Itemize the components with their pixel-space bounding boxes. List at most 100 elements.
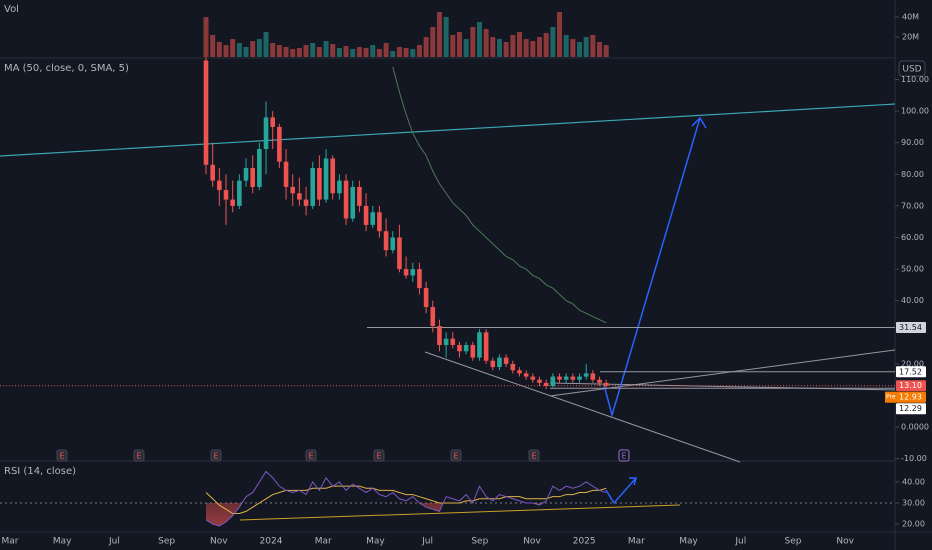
volume-bar [250,41,256,57]
y-tick-label: 80.00 [901,170,924,179]
candle-body [557,376,562,380]
candle-body [343,180,349,219]
volume-bar [256,39,262,57]
y-tick-label: 90.00 [901,138,924,147]
rsi-label: RSI (14, close) [4,466,76,477]
volume-bar [390,51,396,57]
price-label-box [896,403,926,415]
y-tick-label: 30.00 [902,498,925,507]
volume-bar [463,39,469,57]
candle-body [523,373,529,377]
candle-body [430,307,436,326]
candle-body [463,344,469,352]
y-tick-label: 100.00 [901,107,929,116]
candle-body [237,180,242,206]
x-tick-label: Jul [421,537,433,547]
y-tick-label: 0.0000 [901,423,929,432]
rsi-ma-line [205,485,607,515]
volume-bar [203,17,209,57]
earnings-label: E [453,452,458,461]
y-tick-label: 110.00 [901,75,929,84]
volume-bar [443,17,449,57]
candle-body [243,167,249,181]
volume-bar [410,49,416,57]
candle-body [310,167,316,206]
candle-body [297,193,302,200]
x-tick-label: Jul [108,537,120,547]
candle-body [370,212,376,225]
volume-bar [543,33,549,57]
x-tick-label: Mar [315,537,332,547]
candle-body [577,376,582,380]
price-label-box [896,380,926,392]
candle-body [443,338,449,345]
volume-bar [416,45,422,57]
candle-body [350,186,356,219]
candle-body [303,199,309,206]
candle-body [330,158,336,194]
volume-bar [243,47,249,57]
candle-body [363,205,369,225]
earnings-label: E [621,452,626,461]
volume-bar [550,27,556,57]
price-label: 12.29 [899,404,922,413]
volume-bar [590,35,596,57]
candle-body [497,357,502,368]
x-tick-label: May [53,537,72,547]
earnings-marker [528,449,540,462]
y-tick-label: -10.00 [901,454,927,463]
y-tick-label: 20.00 [902,520,925,529]
rsi-line [205,470,607,527]
volume-bar [456,32,462,57]
volume-bar [383,43,389,57]
x-tick-label: 2025 [573,537,596,547]
volume-bar [356,47,362,57]
volume-bar [476,22,482,57]
x-tick-label: May [679,537,698,547]
volume-bar [583,37,589,57]
candle-body [410,269,416,276]
trend-line [0,103,896,157]
candle-body [263,117,269,150]
ma-line [392,66,607,324]
candle-body [203,60,209,165]
x-tick-label: Sep [785,537,802,547]
ma-label: MA (50, close, 0, SMA, 5) [4,63,129,74]
volume-bar [310,43,316,57]
x-tick-label: Jul [734,537,746,547]
volume-bar [276,45,282,57]
candle-body [210,164,215,181]
candle-body [357,186,362,206]
candle-body [550,376,556,387]
candle-body [470,344,476,358]
volume-bar [490,37,496,57]
candle-body [403,269,409,276]
volume-bar [570,39,576,57]
earnings-marker [305,449,317,462]
volume-bar [563,35,569,57]
volume-bar [363,48,369,57]
volume-bar [323,41,329,57]
price-label-box [896,391,926,403]
volume-bar [603,45,609,57]
candle-body [290,186,296,194]
pre-label: Pre [886,394,896,401]
currency-box [898,60,926,77]
earnings-marker [56,449,68,462]
candle-body [437,326,442,345]
candle-body [323,158,329,200]
projection-arrow [603,117,701,418]
volume-bar [230,39,236,57]
candle-body [450,338,456,345]
earnings-label: E [213,452,218,461]
candle-body [337,180,342,194]
volume-bar [336,48,342,57]
candle-body [570,376,576,380]
candle-body [563,376,569,380]
x-tick-label: Mar [2,537,19,547]
volume-bar [376,49,382,57]
candle-body [510,363,516,371]
volume-bar [296,48,302,57]
volume-bar [510,35,516,57]
